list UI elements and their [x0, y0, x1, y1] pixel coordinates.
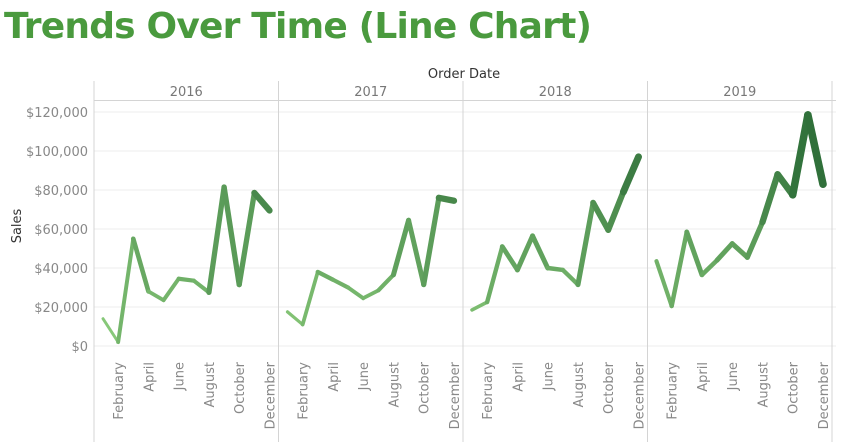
x-tick-label: April: [696, 362, 711, 392]
panel-header-2016: 2016: [170, 85, 203, 100]
line-segment-2019: [729, 241, 750, 260]
line-segment-2019: [699, 257, 720, 278]
panel-header-2019: 2019: [723, 85, 756, 100]
line-segment-2018: [499, 244, 520, 273]
line-segment-2017: [346, 285, 366, 301]
column-header-order-date: Order Date: [428, 67, 500, 82]
line-segment-2018: [470, 300, 489, 312]
line-segment-2017: [285, 310, 305, 327]
line-segment-2016: [206, 184, 227, 296]
line-segment-2018: [484, 244, 505, 305]
line-segment-2016: [176, 276, 196, 283]
x-tick-label: June: [357, 362, 372, 391]
line-segment-2019: [654, 259, 674, 309]
x-tick-label: April: [327, 362, 342, 392]
x-tick-label: April: [511, 362, 526, 392]
line-segment-2016: [116, 236, 136, 345]
line-segment-2018: [530, 233, 551, 271]
y-tick-label: $40,000: [34, 262, 88, 277]
x-tick-label: October: [602, 361, 617, 414]
x-tick-label: December: [817, 361, 832, 429]
line-segment-2019: [804, 111, 827, 188]
y-tick-label: $0: [71, 340, 88, 355]
x-tick-label: February: [112, 362, 127, 420]
x-tick-label: December: [633, 361, 648, 429]
line-segment-2017: [435, 194, 458, 204]
x-tick-label: August: [572, 362, 587, 408]
line-segment-2018: [575, 200, 596, 288]
x-tick-label: October: [233, 361, 248, 414]
x-tick-label: October: [787, 361, 802, 414]
line-segment-2017: [376, 272, 396, 293]
line-segment-2016: [251, 189, 273, 214]
line-segment-2017: [406, 217, 427, 288]
line-segment-2016: [191, 278, 211, 295]
line-segment-2016: [221, 184, 242, 288]
x-tick-label: February: [666, 362, 681, 420]
line-segment-2016: [146, 289, 166, 303]
y-tick-label: $80,000: [34, 184, 88, 199]
line-segment-2018: [545, 265, 566, 273]
line-segment-2017: [300, 270, 320, 327]
y-tick-label: $120,000: [26, 106, 88, 121]
x-tick-label: June: [173, 362, 188, 391]
line-segment-2019: [684, 229, 705, 278]
line-segment-2016: [161, 276, 181, 303]
x-tick-label: December: [264, 361, 279, 429]
line-segment-2016: [101, 317, 120, 344]
line-segment-2019: [714, 241, 735, 263]
line-segment-2018: [590, 199, 612, 233]
chart-title: Trends Over Time (Line Chart): [4, 6, 592, 47]
line-segment-2018: [619, 153, 642, 196]
line-segment-2018: [514, 233, 536, 273]
line-segment-2016: [130, 236, 151, 294]
x-tick-label: August: [203, 362, 218, 408]
panel-header-2017: 2017: [354, 85, 387, 100]
line-segment-2016: [236, 190, 258, 288]
x-tick-label: December: [448, 361, 463, 429]
y-axis-title: Sales: [10, 208, 25, 243]
x-tick-label: June: [542, 362, 557, 391]
line-segment-2019: [669, 229, 690, 309]
x-tick-label: August: [387, 362, 402, 408]
x-tick-label: February: [297, 362, 312, 420]
line-segment-2017: [421, 195, 442, 288]
line-segment-2018: [560, 267, 581, 287]
y-tick-label: $100,000: [26, 145, 88, 160]
line-segment-2019: [744, 219, 766, 260]
x-tick-label: April: [142, 362, 157, 392]
y-tick-label: $20,000: [34, 301, 88, 316]
line-segment-2017: [361, 288, 381, 301]
line-segment-2017: [390, 217, 412, 278]
line-segment-2019: [759, 171, 781, 226]
x-tick-label: August: [756, 362, 771, 408]
y-tick-label: $60,000: [34, 223, 88, 238]
x-tick-label: February: [481, 362, 496, 420]
line-segment-2019: [788, 111, 812, 199]
x-tick-label: October: [418, 361, 433, 414]
panel-header-2018: 2018: [539, 85, 572, 100]
line-segment-2018: [605, 188, 627, 233]
line-segment-2017: [330, 277, 351, 290]
line-segment-2017: [315, 269, 336, 282]
x-tick-label: June: [726, 362, 741, 391]
